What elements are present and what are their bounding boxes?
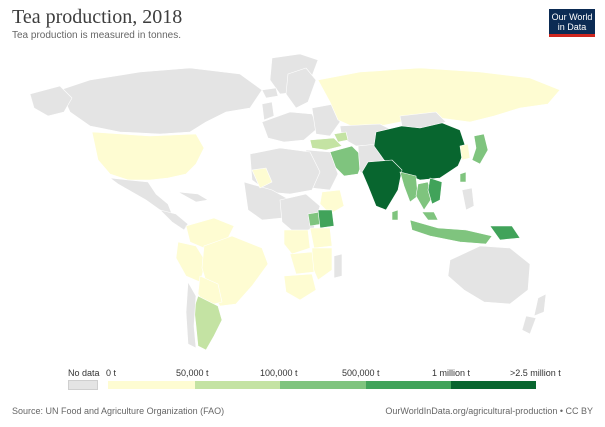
region-papua-new-guinea[interactable] [489,225,521,241]
region-chile[interactable] [185,281,197,349]
region-kenya[interactable] [317,209,335,229]
region-mexico[interactable] [109,177,173,215]
region-caribbean[interactable] [177,191,209,203]
owid-logo[interactable]: Our World in Data [549,9,595,37]
region-mongolia[interactable] [399,111,447,129]
region-usa[interactable] [91,131,205,181]
region-indonesia[interactable] [409,219,493,245]
region-malaysia[interactable] [421,211,439,221]
region-india[interactable] [361,159,403,211]
region-western-europe[interactable] [261,111,319,143]
region-vietnam[interactable] [427,177,443,205]
credit-link[interactable]: OurWorldInData.org/agricultural-producti… [385,406,593,416]
region-philippines[interactable] [461,187,475,211]
legend-no-data-label: No data [68,368,100,378]
legend-bin-4[interactable] [366,381,451,389]
region-uk-ireland[interactable] [261,101,275,121]
region-turkey[interactable] [309,137,343,151]
region-australia[interactable] [447,245,531,305]
legend: No data 0 t 50,000 t 100,000 t 500,000 t… [0,360,605,400]
region-ethiopia[interactable] [319,189,345,215]
region-canada[interactable] [59,67,263,135]
region-tanzania[interactable] [309,227,333,249]
legend-bin-2[interactable] [195,381,280,389]
legend-tick-5: >2.5 million t [510,368,561,378]
legend-tick-3: 500,000 t [342,368,380,378]
region-central-america[interactable] [159,209,189,231]
region-congo[interactable] [283,229,311,255]
region-japan[interactable] [471,133,489,165]
region-scandinavia[interactable] [285,67,317,109]
logo-line-1: Our World [551,12,593,22]
world-map [29,53,561,350]
legend-bin-3[interactable] [280,381,366,389]
region-eastern-europe[interactable] [311,103,341,137]
chart-subtitle: Tea production is measured in tonnes. [12,30,181,41]
region-malawi-mozambique[interactable] [311,247,333,281]
logo-line-2: in Data [557,22,587,32]
source-note: Source: UN Food and Agriculture Organiza… [12,406,225,416]
legend-tick-1: 50,000 t [176,368,209,378]
region-bangladesh-myanmar[interactable] [399,171,419,203]
legend-bin-1[interactable] [108,381,195,389]
legend-no-data-swatch [68,380,98,390]
legend-tick-0: 0 t [106,368,117,378]
legend-tick-2: 100,000 t [260,368,298,378]
region-taiwan[interactable] [459,171,467,183]
region-sri-lanka[interactable] [391,209,399,221]
region-south-africa[interactable] [283,273,317,301]
region-madagascar[interactable] [333,253,343,279]
legend-tick-4: 1 million t [432,368,471,378]
region-argentina[interactable] [193,295,223,350]
region-mali-niger[interactable] [251,167,273,189]
region-georgia-azerbaijan[interactable] [333,131,349,143]
region-korea[interactable] [459,143,471,161]
region-ecuador-peru[interactable] [175,241,207,283]
region-new-zealand-south[interactable] [521,315,537,335]
legend-bin-5[interactable] [451,381,536,389]
region-alaska[interactable] [29,85,73,117]
region-new-zealand[interactable] [533,293,547,317]
chart-title: Tea production, 2018 [12,6,183,28]
region-zambia-zimbabwe[interactable] [289,251,315,275]
region-iceland[interactable] [261,87,279,99]
